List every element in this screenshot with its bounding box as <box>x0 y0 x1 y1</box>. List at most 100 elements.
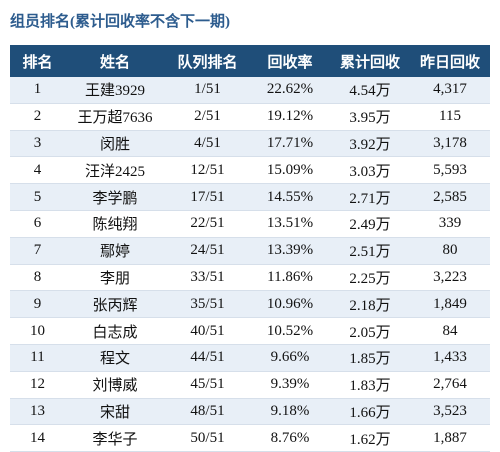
table-cell: 13.51% <box>250 210 330 238</box>
header-cell: 姓名 <box>65 45 165 77</box>
table-cell: 12/51 <box>165 156 250 185</box>
table-cell: 王建3929 <box>65 77 165 104</box>
table-cell: 3 <box>10 130 65 158</box>
table-body: 1 王建3929 1/51 22.62% 4.54万 4,317 2 王万超7636 2/51 1… <box>10 77 490 452</box>
table-cell: 50/51 <box>165 424 250 452</box>
table-cell: 1.83万 <box>330 371 410 399</box>
table-cell: 2,585 <box>410 183 490 211</box>
table-cell: 2 <box>10 103 65 131</box>
table-cell: 2.25万 <box>330 264 410 292</box>
table-cell: 19.12% <box>250 103 330 131</box>
table-cell: 33/51 <box>165 264 250 292</box>
table-row: 14 李华子 50/51 8.76% 1.62万 1,887 <box>10 424 490 452</box>
header-row: 排名 姓名 队列排名 回收率 累计回收 昨日回收 <box>10 45 490 77</box>
table-cell: 2,764 <box>410 371 490 399</box>
table-row: 4 汪洋2425 12/51 15.09% 3.03万 5,593 <box>10 156 490 185</box>
table-cell: 4.54万 <box>330 77 410 104</box>
table-cell: 刘博威 <box>65 371 165 399</box>
table-cell: 10.52% <box>250 317 330 345</box>
table-cell: 17.71% <box>250 130 330 158</box>
table-cell: 7 <box>10 237 65 265</box>
table-cell: 陈纯翔 <box>65 210 165 238</box>
table-cell: 程文 <box>65 344 165 372</box>
table-cell: 13 <box>10 398 65 426</box>
table-row: 7 鄢婷 24/51 13.39% 2.51万 80 <box>10 237 490 265</box>
table-cell: 5 <box>10 183 65 211</box>
table-cell: 115 <box>410 103 490 131</box>
table-cell: 12 <box>10 371 65 399</box>
table-cell: 1 <box>10 77 65 104</box>
table-cell: 闵胜 <box>65 130 165 158</box>
table-cell: 35/51 <box>165 290 250 319</box>
table-cell: 2.05万 <box>330 317 410 345</box>
table-cell: 8.76% <box>250 424 330 452</box>
table-cell: 李学鹏 <box>65 183 165 211</box>
table-cell: 4 <box>10 156 65 185</box>
table-cell: 3.03万 <box>330 156 410 185</box>
table-cell: 24/51 <box>165 237 250 265</box>
table-cell: 48/51 <box>165 398 250 426</box>
table-cell: 2.51万 <box>330 237 410 265</box>
table-row: 3 闵胜 4/51 17.71% 3.92万 3,178 <box>10 130 490 158</box>
table-row: 1 王建3929 1/51 22.62% 4.54万 4,317 <box>10 77 490 104</box>
table-cell: 张丙辉 <box>65 290 165 319</box>
table-cell: 45/51 <box>165 371 250 399</box>
table-cell: 5,593 <box>410 156 490 185</box>
ranking-table: 排名 姓名 队列排名 回收率 累计回收 昨日回收 1 王建3929 1/51 22.62% 4.5… <box>10 45 490 452</box>
table-cell: 15.09% <box>250 156 330 185</box>
table-cell: 1,849 <box>410 290 490 319</box>
table-cell: 白志成 <box>65 317 165 345</box>
table-cell: 1.66万 <box>330 398 410 426</box>
table-row: 2 王万超7636 2/51 19.12% 3.95万 115 <box>10 103 490 131</box>
table-cell: 2.18万 <box>330 290 410 319</box>
title: 组员排名(累计回收率不含下一期) <box>10 14 230 30</box>
header-cell: 队列排名 <box>165 45 250 77</box>
header-cell: 昨日回收 <box>410 45 490 77</box>
table-row: 5 李学鹏 17/51 14.55% 2.71万 2,585 <box>10 183 490 211</box>
table-row: 6 陈纯翔 22/51 13.51% 2.49万 339 <box>10 210 490 238</box>
table-cell: 1.62万 <box>330 424 410 452</box>
header-cell: 累计回收 <box>330 45 410 77</box>
table-cell: 2/51 <box>165 103 250 131</box>
table-cell: 10 <box>10 317 65 345</box>
table-cell: 3.92万 <box>330 130 410 158</box>
table-cell: 9.39% <box>250 371 330 399</box>
table-cell: 22/51 <box>165 210 250 238</box>
table-cell: 8 <box>10 264 65 292</box>
table-row: 13 宋甜 48/51 9.18% 1.66万 3,523 <box>10 398 490 426</box>
table-cell: 80 <box>410 237 490 265</box>
table-cell: 11.86% <box>250 264 330 292</box>
table-cell: 3,223 <box>410 264 490 292</box>
table-cell: 4/51 <box>165 130 250 158</box>
table-cell: 鄢婷 <box>65 237 165 265</box>
table-cell: 339 <box>410 210 490 238</box>
table-cell: 1,433 <box>410 344 490 372</box>
table-cell: 1/51 <box>165 77 250 104</box>
table-cell: 14 <box>10 424 65 452</box>
table-cell: 2.49万 <box>330 210 410 238</box>
table-cell: 9.18% <box>250 398 330 426</box>
table-cell: 2.71万 <box>330 183 410 211</box>
table-row: 11 程文 44/51 9.66% 1.85万 1,433 <box>10 344 490 372</box>
table-cell: 宋甜 <box>65 398 165 426</box>
header-cell: 回收率 <box>250 45 330 77</box>
table-cell: 22.62% <box>250 77 330 104</box>
table-cell: 3,178 <box>410 130 490 158</box>
table-cell: 11 <box>10 344 65 372</box>
table-cell: 1.85万 <box>330 344 410 372</box>
header-cell: 排名 <box>10 45 65 77</box>
table-cell: 4,317 <box>410 77 490 104</box>
table-cell: 44/51 <box>165 344 250 372</box>
table-cell: 3,523 <box>410 398 490 426</box>
table-row: 9 张丙辉 35/51 10.96% 2.18万 1,849 <box>10 290 490 319</box>
table-cell: 14.55% <box>250 183 330 211</box>
table-row: 12 刘博威 45/51 9.39% 1.83万 2,764 <box>10 371 490 399</box>
table-cell: 10.96% <box>250 290 330 319</box>
table-cell: 17/51 <box>165 183 250 211</box>
table-cell: 汪洋2425 <box>65 156 165 185</box>
table-cell: 84 <box>410 317 490 345</box>
table-cell: 3.95万 <box>330 103 410 131</box>
table-cell: 9 <box>10 290 65 319</box>
table-cell: 李华子 <box>65 424 165 452</box>
table-cell: 李朋 <box>65 264 165 292</box>
